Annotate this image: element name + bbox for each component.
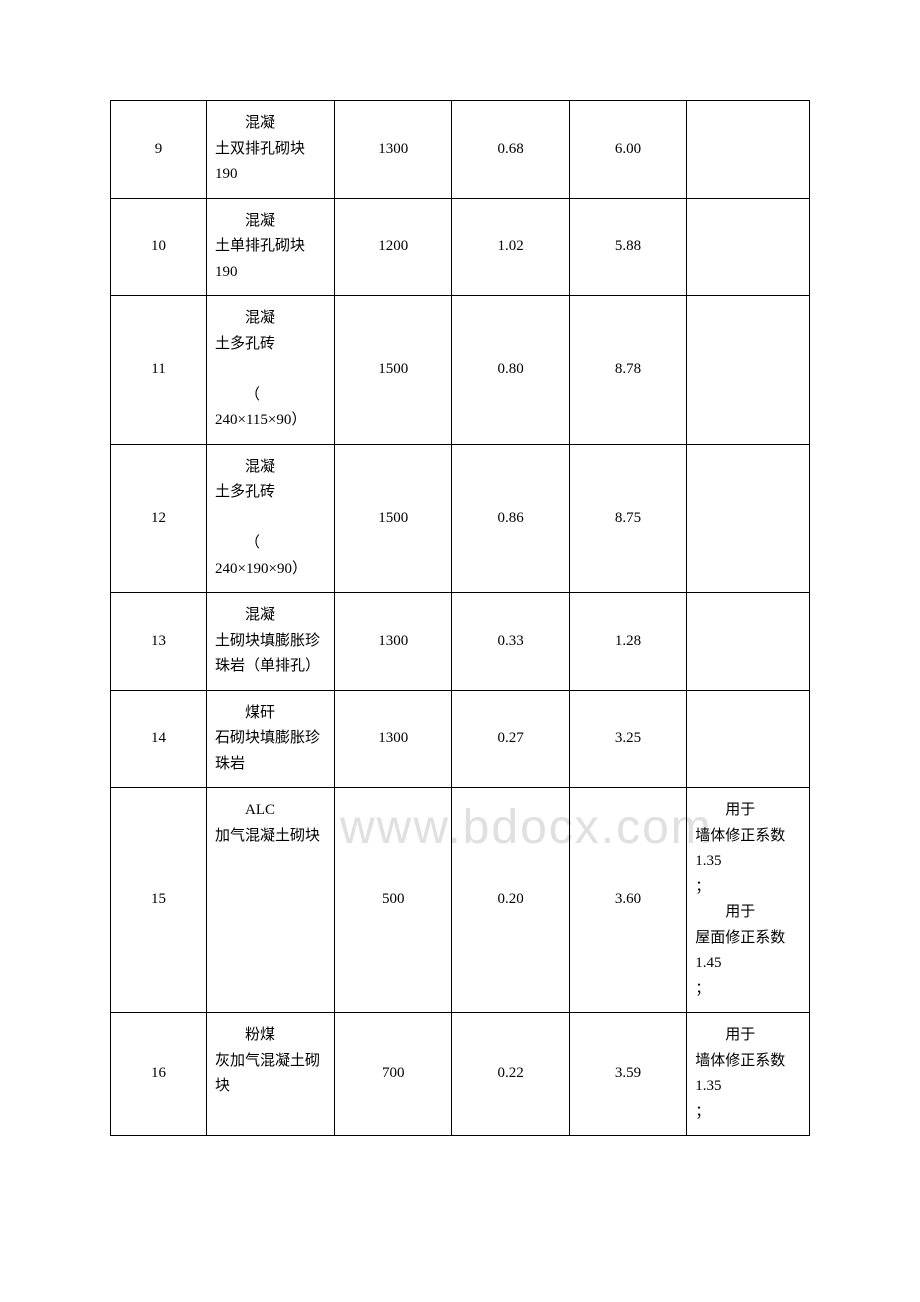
cell-val2: 0.20 xyxy=(452,788,569,1013)
cell-num: 15 xyxy=(111,788,207,1013)
cell-notes xyxy=(687,690,810,788)
cell-num: 9 xyxy=(111,101,207,199)
cell-val3: 6.00 xyxy=(569,101,686,199)
table-row: 12 混凝土多孔砖 （240×190×90） 1500 0.86 8.75 xyxy=(111,444,810,593)
cell-val3: 3.59 xyxy=(569,1013,686,1136)
cell-name: 煤矸石砌块填膨胀珍珠岩 xyxy=(207,690,335,788)
cell-val3: 3.60 xyxy=(569,788,686,1013)
cell-val1: 700 xyxy=(335,1013,452,1136)
table-row: 15 ALC加气混凝土砌块 500 0.20 3.60 用于墙体修正系数 1.3… xyxy=(111,788,810,1013)
cell-notes xyxy=(687,101,810,199)
cell-val2: 0.22 xyxy=(452,1013,569,1136)
cell-num: 11 xyxy=(111,296,207,445)
cell-notes xyxy=(687,444,810,593)
table-row: 10 混凝土单排孔砌块 190 1200 1.02 5.88 xyxy=(111,198,810,296)
cell-val1: 1300 xyxy=(335,690,452,788)
cell-name: 混凝土多孔砖 （240×115×90） xyxy=(207,296,335,445)
cell-notes xyxy=(687,593,810,691)
cell-name: 混凝土双排孔砌块 190 xyxy=(207,101,335,199)
cell-name: 混凝土砌块填膨胀珍珠岩（单排孔） xyxy=(207,593,335,691)
table-row: 14 煤矸石砌块填膨胀珍珠岩 1300 0.27 3.25 xyxy=(111,690,810,788)
cell-num: 12 xyxy=(111,444,207,593)
cell-val1: 1300 xyxy=(335,101,452,199)
table-row: 9 混凝土双排孔砌块 190 1300 0.68 6.00 xyxy=(111,101,810,199)
cell-val2: 1.02 xyxy=(452,198,569,296)
table-row: 11 混凝土多孔砖 （240×115×90） 1500 0.80 8.78 xyxy=(111,296,810,445)
cell-val3: 8.75 xyxy=(569,444,686,593)
cell-notes xyxy=(687,296,810,445)
cell-name: 混凝土多孔砖 （240×190×90） xyxy=(207,444,335,593)
cell-num: 10 xyxy=(111,198,207,296)
cell-val1: 500 xyxy=(335,788,452,1013)
cell-val2: 0.33 xyxy=(452,593,569,691)
cell-val2: 0.80 xyxy=(452,296,569,445)
cell-val2: 0.27 xyxy=(452,690,569,788)
cell-notes: 用于墙体修正系数 1.35； xyxy=(687,1013,810,1136)
page-container: www.bdocx.com 9 混凝土双排孔砌块 190 1300 0.68 6… xyxy=(110,100,810,1136)
cell-name: ALC加气混凝土砌块 xyxy=(207,788,335,1013)
cell-val1: 1200 xyxy=(335,198,452,296)
cell-num: 14 xyxy=(111,690,207,788)
cell-val1: 1500 xyxy=(335,444,452,593)
cell-val3: 1.28 xyxy=(569,593,686,691)
cell-val3: 8.78 xyxy=(569,296,686,445)
cell-notes xyxy=(687,198,810,296)
cell-val3: 5.88 xyxy=(569,198,686,296)
cell-name: 粉煤灰加气混凝土砌块 xyxy=(207,1013,335,1136)
cell-name: 混凝土单排孔砌块 190 xyxy=(207,198,335,296)
cell-val2: 0.68 xyxy=(452,101,569,199)
cell-val2: 0.86 xyxy=(452,444,569,593)
cell-val1: 1300 xyxy=(335,593,452,691)
cell-notes: 用于墙体修正系数 1.35； 用于屋面修正系数 1.45； xyxy=(687,788,810,1013)
table-row: 13 混凝土砌块填膨胀珍珠岩（单排孔） 1300 0.33 1.28 xyxy=(111,593,810,691)
cell-num: 13 xyxy=(111,593,207,691)
cell-num: 16 xyxy=(111,1013,207,1136)
table-row: 16 粉煤灰加气混凝土砌块 700 0.22 3.59 用于墙体修正系数 1.3… xyxy=(111,1013,810,1136)
materials-table: 9 混凝土双排孔砌块 190 1300 0.68 6.00 10 混凝土单排孔砌… xyxy=(110,100,810,1136)
cell-val3: 3.25 xyxy=(569,690,686,788)
cell-val1: 1500 xyxy=(335,296,452,445)
